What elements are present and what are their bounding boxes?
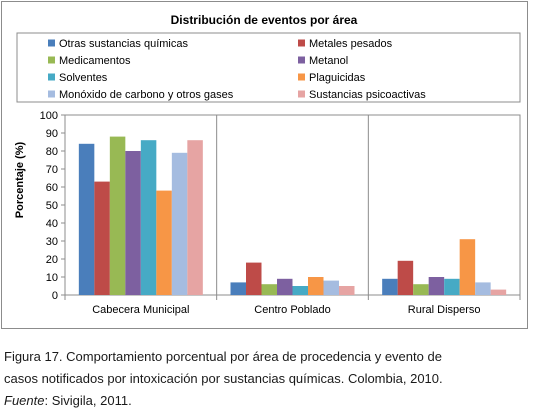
bars: [78, 136, 507, 295]
bar-centro-poblado-medicamentos: [261, 284, 277, 295]
legend-label-plaguicidas: Plaguicidas: [309, 72, 366, 84]
y-tick-label: 80: [46, 146, 58, 158]
legend-label-monoxido-de-carbono-y-otros-gases: Monóxido de carbono y otros gases: [59, 89, 234, 101]
x-axis: Cabecera Municipal Centro Poblado Rural Di…: [64, 115, 521, 316]
legend-label-otras-sustancias-quimicas: Otras sustancias químicas: [59, 38, 188, 50]
y-tick-label: 40: [46, 218, 58, 230]
y-axis: 0 10 20 30 40 50 60 70 80 90 100: [40, 110, 65, 302]
x-tick-label-rural-disperso: Rural Disperso: [408, 304, 481, 316]
bar-centro-poblado-metanol: [277, 278, 293, 295]
chart-frame: Distribución de eventos por área Otras s…: [1, 1, 528, 329]
caption-line-1: Figura 17. Comportamiento porcentual por…: [4, 349, 442, 364]
legend-swatch-medicamentos: [48, 56, 55, 64]
bar-rural-disperso-otras-sustancias-quimicas: [382, 278, 398, 295]
bar-centro-poblado-monoxido-de-carbono-y-otros-gases: [323, 280, 339, 295]
bar-rural-disperso-sustancias-psicoactivas: [490, 289, 507, 295]
bar-cabecera-municipal-sustancias-psicoactivas: [187, 140, 203, 295]
bar-cabecera-municipal-solventes: [140, 140, 157, 295]
chart-svg: Distribución de eventos por área Otras s…: [14, 13, 521, 316]
legend: Otras sustancias químicas Metales pesados…: [48, 38, 426, 101]
bar-centro-poblado-sustancias-psicoactivas: [339, 286, 355, 295]
y-tick-label: 100: [40, 110, 58, 122]
legend-swatch-metales-pesados: [298, 39, 305, 47]
bar-centro-poblado-solventes: [292, 286, 308, 295]
legend-label-solventes: Solventes: [59, 72, 108, 84]
bar-centro-poblado-plaguicidas: [308, 277, 324, 295]
bar-cabecera-municipal-metanol: [125, 151, 141, 295]
caption-line-2: casos notificados por intoxicación por s…: [4, 371, 443, 386]
bar-rural-disperso-plaguicidas: [459, 239, 476, 295]
legend-box: [16, 32, 521, 103]
bar-rural-disperso-metanol: [428, 277, 445, 295]
bar-rural-disperso-metales-pesados: [397, 260, 414, 295]
bar-cabecera-municipal-otras-sustancias-quimicas: [78, 143, 95, 295]
bar-rural-disperso-solventes: [444, 278, 460, 295]
bar-rural-disperso-monoxido-de-carbono-y-otros-gases: [475, 282, 491, 295]
bar-cabecera-municipal-medicamentos: [109, 136, 126, 295]
legend-swatch-solventes: [48, 73, 55, 81]
y-tick-label: 0: [52, 290, 58, 302]
source-text: : Sivigila, 2011.: [44, 393, 132, 408]
y-tick-label: 30: [46, 236, 58, 248]
y-tick-label: 50: [46, 200, 58, 212]
y-tick-label: 10: [46, 272, 58, 284]
figure-caption: Figura 17. Comportamiento porcentual por…: [4, 346, 524, 412]
legend-label-metanol: Metanol: [309, 55, 348, 67]
legend-swatch-monoxido-de-carbono-y-otros-gases: [48, 90, 55, 98]
y-tick-label: 90: [46, 128, 58, 140]
x-tick-label-cabecera-municipal: Cabecera Municipal: [92, 304, 189, 316]
legend-label-metales-pesados: Metales pesados: [309, 38, 393, 50]
y-axis-label: Porcentaje (%): [14, 141, 26, 218]
bar-cabecera-municipal-monoxido-de-carbono-y-otros-gases: [171, 152, 188, 295]
legend-label-sustancias-psicoactivas: Sustancias psicoactivas: [309, 89, 426, 101]
bar-rural-disperso-medicamentos: [413, 284, 429, 295]
bar-centro-poblado-otras-sustancias-quimicas: [230, 282, 246, 295]
legend-swatch-plaguicidas: [298, 73, 305, 81]
chart-title: Distribución de eventos por área: [171, 13, 358, 27]
bar-cabecera-municipal-metales-pesados: [94, 181, 110, 295]
y-tick-label: 60: [46, 182, 58, 194]
x-tick-label-centro-poblado: Centro Poblado: [254, 304, 330, 316]
y-tick-label: 20: [46, 254, 58, 266]
caption-source: Fuente: Sivigila, 2011.: [4, 390, 524, 412]
bar-cabecera-municipal-plaguicidas: [156, 190, 172, 295]
bar-centro-poblado-metales-pesados: [246, 262, 262, 295]
source-label: Fuente: [4, 393, 45, 408]
legend-swatch-metanol: [298, 56, 305, 64]
y-tick-label: 70: [46, 164, 58, 176]
legend-swatch-sustancias-psicoactivas: [298, 90, 305, 98]
legend-swatch-otras-sustancias-quimicas: [48, 39, 55, 47]
legend-label-medicamentos: Medicamentos: [59, 55, 131, 67]
